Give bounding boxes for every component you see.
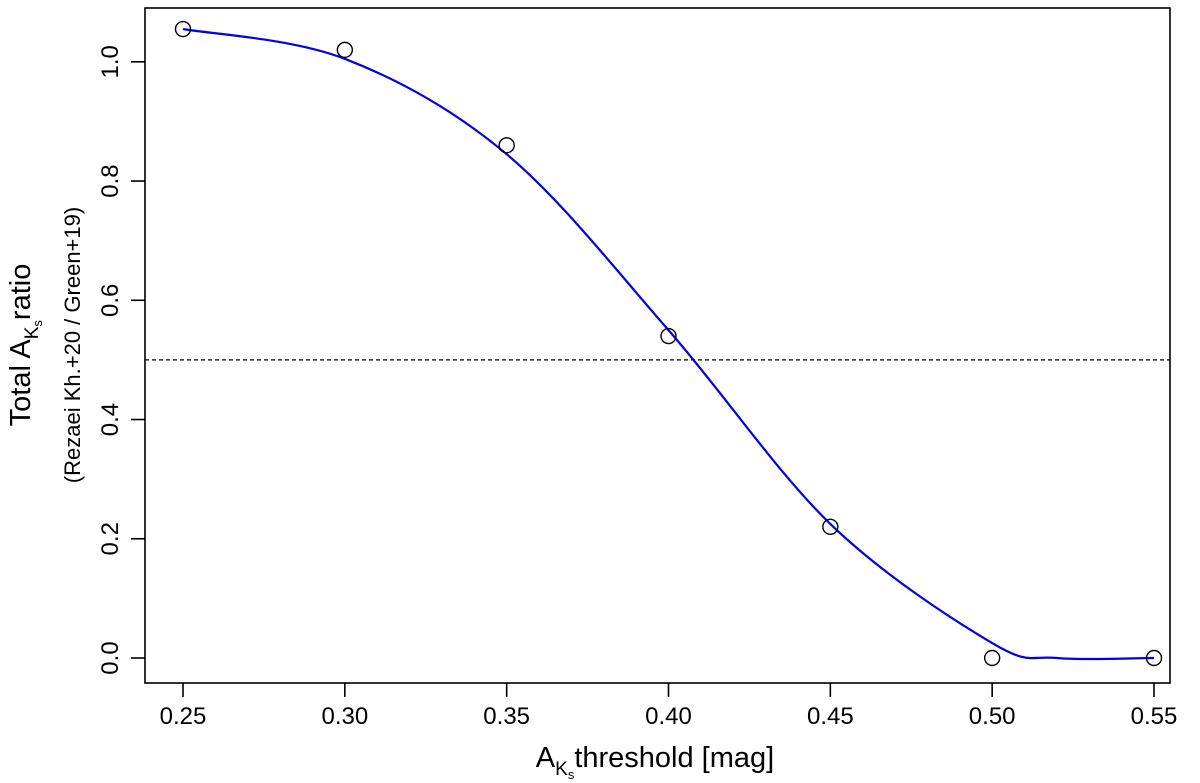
x-tick-label: 0.25	[160, 703, 207, 730]
x-axis-title-prefix: A	[536, 742, 556, 774]
x-tick-label: 0.45	[807, 703, 854, 730]
data-point	[822, 518, 839, 536]
x-tick-label: 0.35	[483, 703, 530, 730]
data-point	[336, 41, 354, 59]
plot-frame	[144, 7, 1171, 684]
y-tick-label: 0.0	[97, 641, 124, 674]
y-axis-title-subsub: s	[30, 320, 45, 327]
x-tick-label: 0.40	[645, 703, 692, 730]
x-tick-label: 0.50	[969, 703, 1016, 730]
y-axis-title: Total AKsratio	[5, 264, 45, 427]
data-point	[498, 137, 515, 154]
y-axis-title-sub: K	[22, 326, 43, 339]
data-points-layer	[174, 20, 1163, 667]
data-point	[1145, 649, 1163, 667]
data-point	[660, 327, 677, 345]
x-axis-title-sub: K	[555, 759, 568, 780]
data-point	[174, 20, 192, 38]
y-tick-label: 0.2	[97, 522, 124, 555]
x-tick-label: 0.30	[321, 703, 368, 730]
y-axis: 0.0 0.2 0.4 0.6 0.8 1.0	[97, 45, 145, 675]
y-tick-label: 0.6	[97, 284, 124, 317]
x-axis-title-suffix: threshold [mag]	[574, 742, 774, 774]
x-axis: 0.25 0.30 0.35 0.40 0.45 0.50 0.55	[160, 683, 1178, 730]
y-axis-title-prefix: Total A	[5, 339, 37, 427]
fit-curve	[182, 27, 1155, 661]
y-axis-title-suffix: ratio	[5, 264, 37, 320]
y-axis-subtitle: (Rezaei Kh.+20 / Green+19)	[60, 207, 85, 483]
x-tick-label: 0.55	[1131, 703, 1178, 730]
data-point	[983, 649, 1001, 667]
y-tick-label: 0.4	[97, 403, 124, 436]
x-axis-title: AKsthreshold [mag]	[536, 742, 774, 782]
y-tick-label: 1.0	[97, 45, 124, 78]
y-tick-label: 0.8	[97, 164, 124, 197]
fit-curve-layer	[182, 27, 1155, 661]
x-axis-title-subsub: s	[568, 767, 575, 782]
